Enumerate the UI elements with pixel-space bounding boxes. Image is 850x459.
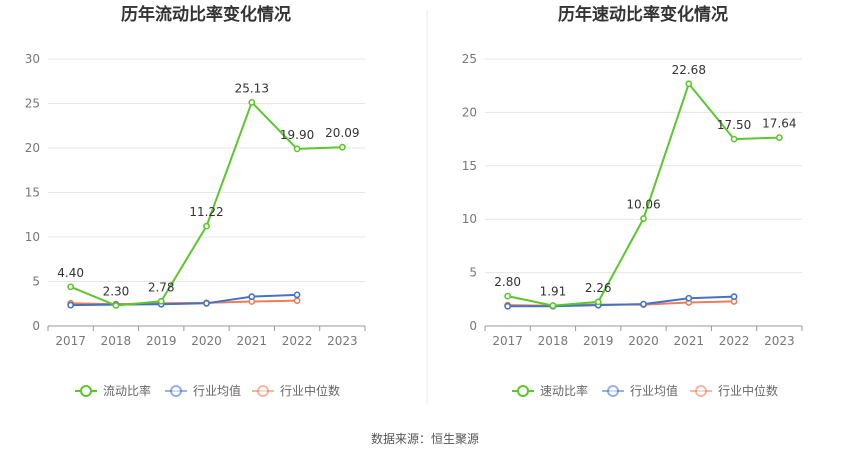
legend-label: 速动比率 [540,383,588,398]
data-point-industry-average [640,300,647,308]
y-tick-label: 20 [25,141,40,155]
x-tick-label: 2022 [719,334,750,348]
data-point-primary [775,134,783,142]
data-point-primary [338,143,346,151]
data-point-primary [730,135,738,143]
data-point-primary [112,302,120,309]
x-tick-label: 2023 [327,334,358,348]
chart-title: 历年流动比率变化情况 [121,4,291,25]
legend-marker [257,385,269,397]
legend-label: 行业中位数 [280,383,340,398]
data-point-primary [67,283,75,291]
x-tick-label: 2019 [146,334,177,348]
series-line-industry-average [70,293,298,307]
x-tick-label: 2018 [538,334,569,348]
x-tick-label: 2020 [628,334,659,348]
data-label: 17.50 [717,118,751,132]
legend-marker [170,385,182,397]
y-tick-label: 25 [25,97,40,111]
data-label: 4.40 [57,266,84,280]
y-tick-label: 15 [25,186,40,200]
y-tick-label: 10 [462,212,477,226]
x-tick-label: 2019 [583,334,614,348]
x-tick-label: 2022 [282,334,313,348]
x-tick-label: 2020 [191,334,222,348]
y-tick-label: 5 [469,266,477,280]
y-tick-label: 20 [462,105,477,119]
data-label: 2.30 [103,285,130,299]
legend-label: 行业均值 [630,383,678,398]
data-point-primary [293,145,301,153]
data-label: 10.06 [626,198,660,212]
chart-title: 历年速动比率变化情况 [558,4,728,25]
data-point-industry-average [203,299,210,307]
data-source-text: 数据来源：恒生聚源 [370,432,479,446]
data-label: 1.91 [540,285,567,299]
y-tick-label: 5 [32,275,40,289]
data-label: 19.90 [280,128,314,142]
data-point-primary [640,215,647,222]
data-point-primary [248,98,256,106]
x-tick-label: 2021 [237,334,268,348]
legend-label: 流动比率 [103,383,151,398]
data-label: 2.80 [494,275,521,289]
data-label: 2.78 [148,280,175,294]
x-tick-label: 2021 [674,334,705,348]
data-point-primary [157,297,165,305]
series-line-industry-average [507,295,735,308]
data-label: 17.64 [762,117,796,131]
data-point-industry-median [293,297,301,305]
data-point-industry-average [293,291,301,299]
legend-marker [695,385,707,397]
data-point-industry-average [685,294,693,302]
data-point-industry-average [67,301,75,309]
legend-marker [80,385,92,397]
y-tick-label: 10 [25,230,40,244]
data-label: 22.68 [672,63,706,77]
legend-marker [607,385,619,397]
y-tick-label: 0 [469,319,477,333]
y-tick-label: 15 [462,159,477,173]
x-tick-label: 2018 [101,334,132,348]
x-tick-label: 2017 [492,334,523,348]
legend-label: 行业中位数 [718,383,778,398]
data-point-primary [203,222,210,230]
data-label: 20.09 [325,126,359,140]
legend-label: 行业均值 [193,383,241,398]
data-point-primary [685,80,693,88]
data-point-industry-average [730,293,738,301]
legend-marker [517,385,529,397]
data-point-primary [594,298,602,306]
data-label: 2.26 [585,281,612,295]
data-label: 11.22 [189,205,223,219]
data-label: 25.13 [235,81,269,95]
data-point-industry-average [248,293,256,301]
data-point-primary [504,292,512,300]
data-point-primary [549,302,557,310]
data-point-industry-average [504,302,512,310]
y-tick-label: 25 [462,52,477,66]
x-tick-label: 2017 [55,334,86,348]
y-tick-label: 0 [32,319,40,333]
y-tick-label: 30 [25,52,40,66]
x-tick-label: 2023 [764,334,795,348]
